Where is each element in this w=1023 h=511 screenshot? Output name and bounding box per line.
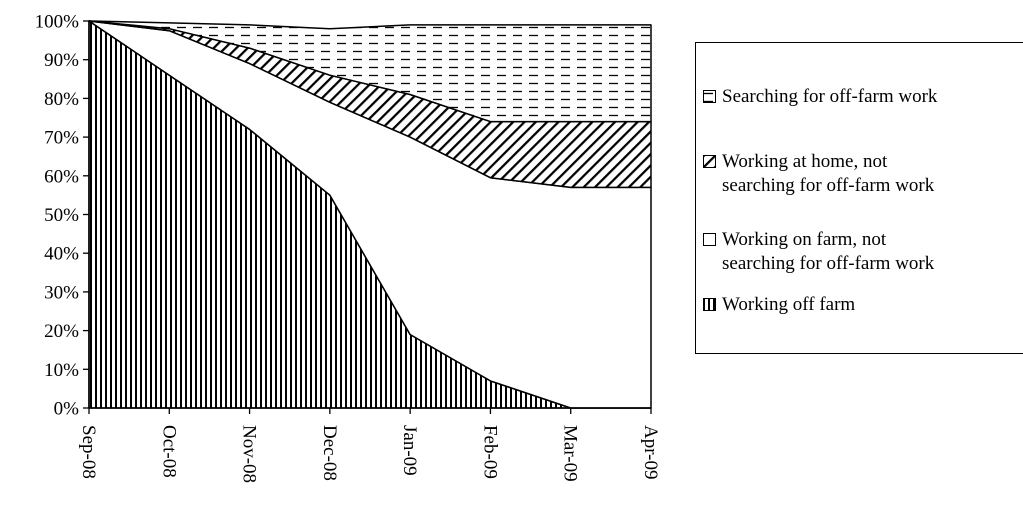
legend-label-home-line2: searching for off-farm work	[722, 175, 935, 196]
x-tick-label: Feb-09	[479, 425, 500, 479]
x-tick-label: Apr-09	[640, 425, 661, 480]
legend-item-search: Searching for off-farm work	[703, 85, 1023, 109]
y-tick-label: 60%	[44, 166, 79, 187]
y-tick-label: 0%	[54, 399, 80, 420]
x-tick-label: Sep-08	[78, 425, 99, 479]
y-tick-label: 80%	[44, 89, 79, 110]
legend-swatch-onfarm	[703, 233, 716, 246]
legend-label-home: Working at home, not searching for off-f…	[703, 150, 1023, 198]
y-tick-label: 50%	[44, 205, 79, 226]
legend: Searching for off-farm work Working at h…	[695, 42, 1023, 354]
legend-label-search-line1: Searching for off-farm work	[722, 86, 938, 107]
x-tick-label: Mar-09	[560, 425, 581, 482]
legend-item-offfarm: Working off farm	[703, 293, 1023, 317]
x-tick-label: Oct-08	[158, 425, 179, 478]
ticks-layer: 0% 10% 20% 30% 40% 50% 60% 70% 80% 90% 100% Sep-08 O…	[35, 12, 661, 484]
legend-label-offfarm: Working off farm	[703, 293, 1023, 317]
legend-label-search: Searching for off-farm work	[703, 85, 1023, 109]
area-series-searching-for-off-farm-work	[88, 20, 652, 123]
x-tick-label: Dec-08	[319, 425, 340, 481]
legend-label-offfarm-line1: Working off farm	[722, 294, 856, 315]
y-tick-label: 100%	[35, 12, 80, 33]
x-tick-label: Nov-08	[239, 425, 260, 483]
y-tick-label: 90%	[44, 50, 79, 71]
legend-item-home: Working at home, not searching for off-f…	[703, 150, 1023, 198]
x-tick-label: Jan-09	[399, 425, 420, 476]
y-tick-label: 10%	[44, 360, 79, 381]
legend-swatch-offfarm	[703, 298, 716, 311]
legend-label-onfarm-line1: Working on farm, not	[722, 229, 887, 250]
legend-label-home-line1: Working at home, not	[722, 151, 888, 172]
legend-swatch-search	[703, 90, 716, 103]
y-tick-label: 70%	[44, 128, 79, 149]
y-tick-label: 20%	[44, 321, 79, 342]
y-tick-label: 30%	[44, 282, 79, 303]
areas-layer	[88, 20, 652, 409]
legend-label-onfarm-line2: searching for off-farm work	[722, 253, 935, 274]
legend-label-onfarm: Working on farm, not searching for off-f…	[703, 228, 1023, 276]
legend-item-onfarm: Working on farm, not searching for off-f…	[703, 228, 1023, 276]
legend-swatch-home	[703, 155, 716, 168]
y-tick-label: 40%	[44, 244, 79, 265]
